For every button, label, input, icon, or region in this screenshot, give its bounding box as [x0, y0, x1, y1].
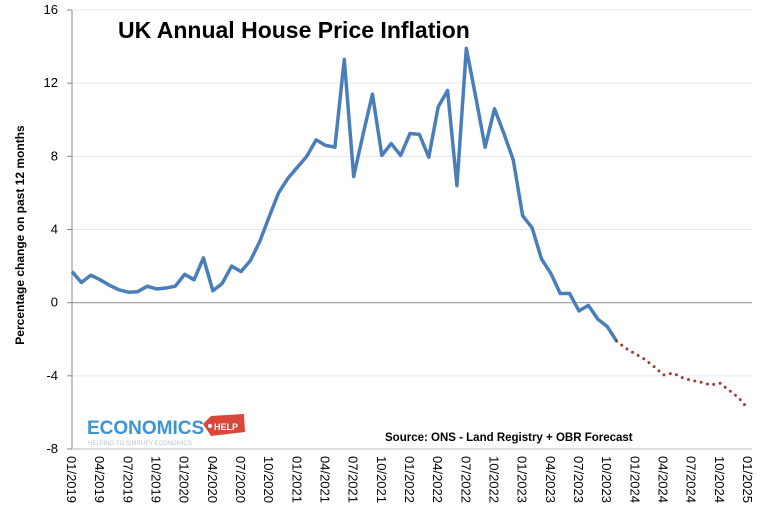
x-tick-label: 10/2021 — [374, 456, 389, 503]
actual-line — [70, 46, 619, 343]
x-tick-label: 04/2020 — [205, 456, 220, 503]
y-tick-label: 0 — [51, 295, 58, 310]
source-annotation: Source: ONS - Land Registry + OBR Foreca… — [385, 432, 633, 444]
chart-title: UK Annual House Price Inflation — [118, 17, 470, 43]
x-tick-label: 07/2020 — [233, 456, 248, 503]
x-tick-label: 10/2022 — [487, 456, 502, 503]
x-tick-label: 04/2023 — [543, 456, 558, 503]
x-tick-label: 01/2020 — [177, 456, 192, 503]
x-tick-label: 01/2019 — [64, 456, 79, 503]
x-tick-label: 04/2024 — [656, 456, 671, 503]
y-tick-label: -8 — [46, 441, 58, 456]
x-tick-label: 07/2023 — [571, 456, 586, 503]
economics-help-logo: ECONOMICS HELP HELPING TO SIMPLIFY ECONO… — [87, 414, 245, 447]
x-tick-label: 04/2021 — [318, 456, 333, 503]
y-tick-label: 16 — [44, 2, 58, 17]
x-tick-label: 07/2019 — [120, 456, 135, 503]
y-axis-ticks: -8 -4 0 4 8 12 16 — [44, 2, 72, 456]
y-tick-label: 8 — [51, 148, 58, 163]
x-tick-label: 10/2019 — [149, 456, 164, 503]
x-axis-ticks: 01/2019 04/2019 07/2019 10/2019 01/2020 04/20… — [64, 456, 755, 503]
x-tick-label: 04/2019 — [92, 456, 107, 503]
y-axis-label: Percentage change on past 12 months — [13, 125, 27, 345]
svg-text:HELP: HELP — [214, 422, 238, 432]
x-tick-label: 01/2025 — [740, 456, 755, 503]
x-tick-label: 07/2022 — [458, 456, 473, 503]
x-tick-label: 01/2024 — [627, 456, 642, 503]
y-tick-label: -4 — [46, 368, 58, 383]
y-tick-label: 12 — [44, 75, 58, 90]
forecast-line — [615, 339, 750, 411]
x-tick-label: 10/2024 — [712, 456, 727, 503]
x-tick-label: 07/2024 — [684, 456, 699, 503]
x-tick-label: 01/2022 — [402, 456, 417, 503]
series-group — [70, 46, 750, 411]
x-tick-label: 01/2023 — [515, 456, 530, 503]
x-tick-label: 07/2021 — [346, 456, 361, 503]
x-tick-label: 01/2021 — [289, 456, 304, 503]
y-tick-label: 4 — [51, 222, 58, 237]
x-tick-label: 10/2023 — [599, 456, 614, 503]
logo-tag-icon — [203, 414, 245, 436]
gridlines — [72, 9, 752, 377]
x-tick-label: 04/2022 — [430, 456, 445, 503]
x-tick-label: 10/2020 — [261, 456, 276, 503]
logo-text: ECONOMICS — [87, 418, 204, 439]
logo-tagline: HELPING TO SIMPLIFY ECONOMICS — [88, 441, 192, 447]
